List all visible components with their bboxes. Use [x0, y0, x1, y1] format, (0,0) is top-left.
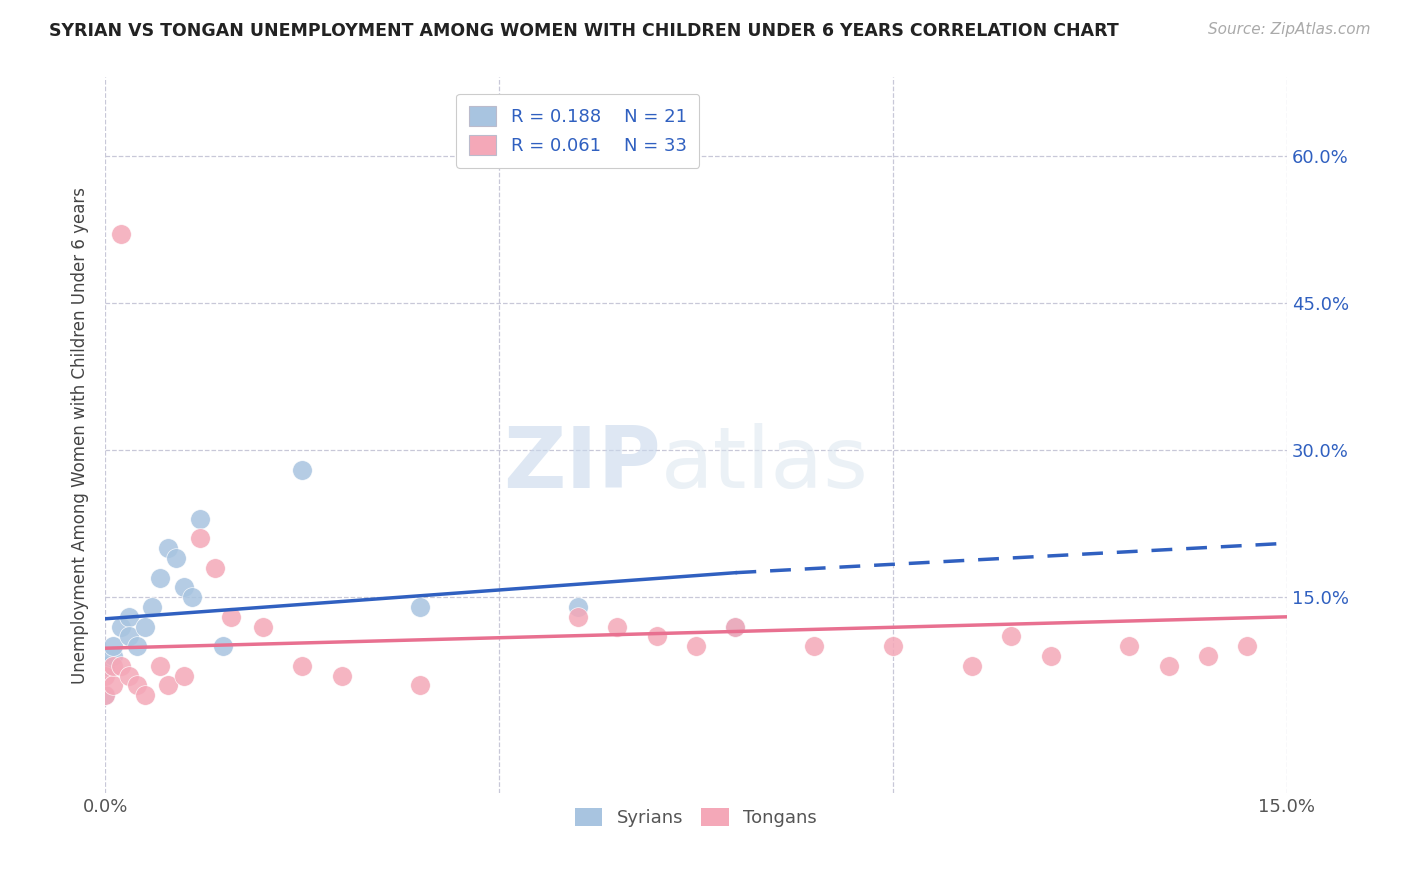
- Point: [803, 639, 825, 653]
- Point: [188, 532, 211, 546]
- Point: [101, 658, 124, 673]
- Point: [101, 648, 124, 663]
- Text: Source: ZipAtlas.com: Source: ZipAtlas.com: [1208, 22, 1371, 37]
- Point: [212, 639, 235, 653]
- Point: [330, 668, 353, 682]
- Point: [1118, 639, 1140, 653]
- Point: [118, 610, 141, 624]
- Text: ZIP: ZIP: [503, 423, 661, 506]
- Point: [134, 688, 156, 702]
- Point: [1039, 648, 1062, 663]
- Text: SYRIAN VS TONGAN UNEMPLOYMENT AMONG WOMEN WITH CHILDREN UNDER 6 YEARS CORRELATIO: SYRIAN VS TONGAN UNEMPLOYMENT AMONG WOME…: [49, 22, 1119, 40]
- Point: [219, 610, 242, 624]
- Point: [724, 620, 747, 634]
- Point: [101, 639, 124, 653]
- Point: [567, 600, 589, 615]
- Point: [882, 639, 904, 653]
- Point: [685, 639, 707, 653]
- Point: [173, 581, 195, 595]
- Point: [1000, 629, 1022, 643]
- Point: [188, 512, 211, 526]
- Point: [125, 639, 148, 653]
- Point: [409, 678, 432, 692]
- Point: [204, 561, 226, 575]
- Point: [157, 541, 180, 556]
- Point: [110, 227, 132, 242]
- Point: [141, 600, 163, 615]
- Point: [101, 678, 124, 692]
- Point: [110, 658, 132, 673]
- Point: [157, 678, 180, 692]
- Legend: Syrians, Tongans: Syrians, Tongans: [568, 801, 824, 834]
- Point: [173, 668, 195, 682]
- Point: [165, 551, 187, 566]
- Point: [645, 629, 668, 643]
- Point: [1157, 658, 1180, 673]
- Y-axis label: Unemployment Among Women with Children Under 6 years: Unemployment Among Women with Children U…: [72, 187, 89, 684]
- Point: [180, 591, 202, 605]
- Point: [724, 620, 747, 634]
- Point: [1197, 648, 1219, 663]
- Point: [134, 620, 156, 634]
- Point: [94, 688, 117, 702]
- Point: [1236, 639, 1258, 653]
- Text: atlas: atlas: [661, 423, 869, 506]
- Point: [118, 629, 141, 643]
- Point: [291, 463, 314, 477]
- Point: [291, 658, 314, 673]
- Point: [252, 620, 274, 634]
- Point: [149, 571, 172, 585]
- Point: [409, 600, 432, 615]
- Point: [94, 688, 117, 702]
- Point: [606, 620, 628, 634]
- Point: [94, 658, 117, 673]
- Point: [94, 668, 117, 682]
- Point: [960, 658, 983, 673]
- Point: [567, 610, 589, 624]
- Point: [110, 620, 132, 634]
- Point: [125, 678, 148, 692]
- Point: [149, 658, 172, 673]
- Point: [118, 668, 141, 682]
